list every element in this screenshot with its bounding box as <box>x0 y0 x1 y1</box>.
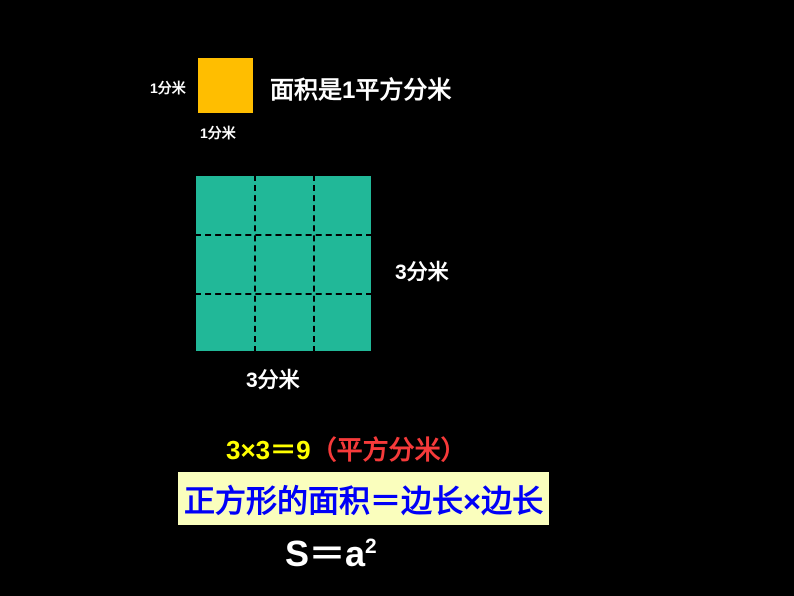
unit-square <box>198 58 253 113</box>
big-square-hline-2 <box>195 293 372 295</box>
unit-square-label-bottom: 1分米 <box>200 123 236 143</box>
area-equation-unit: （平方分米） <box>311 435 467 465</box>
formula-exponent: 2 <box>365 535 377 558</box>
area-equation-expr: 3×3＝9 <box>226 435 311 465</box>
big-square-vline-2 <box>313 175 315 352</box>
big-square-vline-1 <box>254 175 256 352</box>
area-formula-symbolic: S＝a2 <box>285 525 377 577</box>
big-square-label-right: 3分米 <box>395 256 449 286</box>
area-formula-text: 正方形的面积＝边长×边长 <box>178 472 549 525</box>
big-square-border <box>195 175 372 352</box>
unit-square-label-left: 1分米 <box>150 78 186 98</box>
formula-base: S＝a <box>285 533 365 574</box>
big-square <box>195 175 372 352</box>
big-square-label-bottom: 3分米 <box>246 364 300 394</box>
big-square-hline-1 <box>195 234 372 236</box>
area-equation: 3×3＝9（平方分米） <box>226 430 467 467</box>
unit-square-area-text: 面积是1平方分米 <box>270 70 451 105</box>
